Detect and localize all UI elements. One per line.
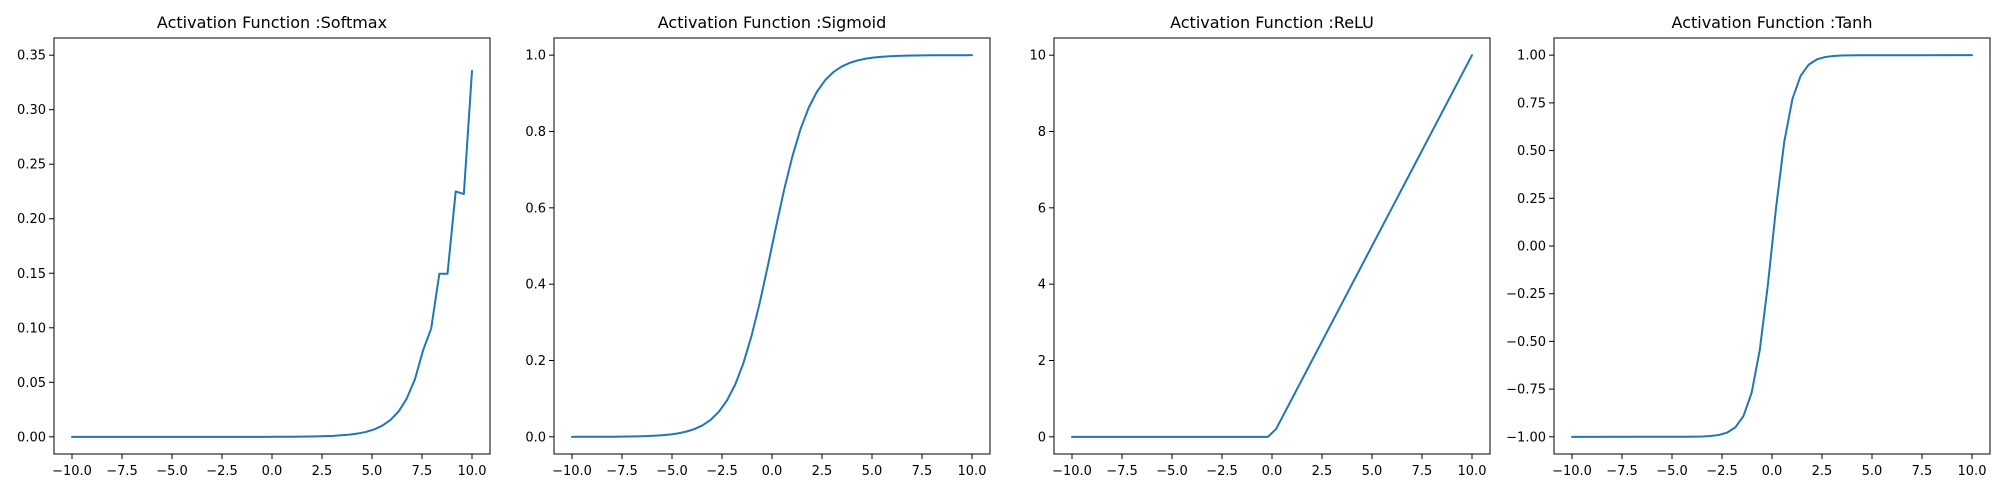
y-tick-label: 0.8 bbox=[525, 125, 546, 140]
x-tick-label: −2.5 bbox=[206, 464, 238, 479]
chart-panel-1: Activation Function :Sigmoid −10.0 −7.5 −5.… bbox=[525, 13, 991, 479]
y-tick-label: −0.25 bbox=[1506, 287, 1546, 302]
y-tick-label: 0.0 bbox=[525, 430, 546, 445]
x-tick-label: −10.0 bbox=[52, 464, 92, 479]
x-tick-label: 5.0 bbox=[362, 464, 383, 479]
x-tick-label: 0.0 bbox=[1762, 464, 1783, 479]
chart-panel-2: Activation Function :ReLU −10.0 −7.5 −5.0 −2… bbox=[1029, 13, 1491, 479]
x-tick-label: −10.0 bbox=[1052, 464, 1092, 479]
x-tick-label: 0.0 bbox=[262, 464, 283, 479]
x-tick-label: −10.0 bbox=[552, 464, 592, 479]
axes-frame bbox=[53, 37, 491, 455]
x-tick-label: 2.5 bbox=[1312, 464, 1333, 479]
x-tick-label: 2.5 bbox=[812, 464, 833, 479]
y-tick-label: 0.20 bbox=[17, 212, 46, 227]
x-tick-label: −7.5 bbox=[1106, 464, 1138, 479]
y-tick-label: 4 bbox=[1038, 278, 1046, 293]
x-tick-label: −5.0 bbox=[656, 464, 688, 479]
y-tick-label: 2 bbox=[1038, 354, 1046, 369]
x-tick-label: 5.0 bbox=[862, 464, 883, 479]
y-tick-label: 0.10 bbox=[17, 321, 46, 336]
chart-panel-3: Activation Function :Tanh −10.0 −7.5 −5.0 −2… bbox=[1506, 13, 1991, 479]
x-tick-label: 5.0 bbox=[1362, 464, 1383, 479]
chart-title: Activation Function :ReLU bbox=[1170, 13, 1374, 32]
y-tick-label: 0 bbox=[1038, 430, 1046, 445]
y-tick-label: 0.4 bbox=[525, 278, 546, 293]
y-tick-label: 0.15 bbox=[17, 267, 46, 282]
x-tick-label: 2.5 bbox=[312, 464, 333, 479]
y-tick-label: 0.2 bbox=[525, 354, 546, 369]
x-tick-label: 2.5 bbox=[1812, 464, 1833, 479]
y-tick-label: 0.25 bbox=[1517, 192, 1546, 207]
y-tick-label: 0.05 bbox=[17, 376, 46, 391]
y-tick-label: 0.25 bbox=[17, 158, 46, 173]
x-tick-label: 10.0 bbox=[958, 464, 987, 479]
x-tick-label: 10.0 bbox=[458, 464, 487, 479]
series-line bbox=[71, 69, 473, 438]
x-tick-label: 0.0 bbox=[1262, 464, 1283, 479]
series-line bbox=[1071, 54, 1473, 438]
y-tick-label: 0.00 bbox=[17, 430, 46, 445]
y-tick-label: −1.00 bbox=[1506, 430, 1546, 445]
x-tick-label: 5.0 bbox=[1862, 464, 1883, 479]
x-tick-label: −10.0 bbox=[1552, 464, 1592, 479]
x-tick-label: −7.5 bbox=[106, 464, 138, 479]
x-tick-label: −5.0 bbox=[1656, 464, 1688, 479]
x-tick-label: 10.0 bbox=[1958, 464, 1987, 479]
y-tick-label: 0.50 bbox=[1517, 144, 1546, 159]
x-tick-label: 10.0 bbox=[1458, 464, 1487, 479]
x-tick-label: 7.5 bbox=[412, 464, 433, 479]
x-tick-label: −5.0 bbox=[1156, 464, 1188, 479]
chart-title: Activation Function :Tanh bbox=[1672, 13, 1873, 32]
y-tick-label: 0.35 bbox=[17, 49, 46, 64]
x-tick-label: 7.5 bbox=[1412, 464, 1433, 479]
y-tick-label: 0.6 bbox=[525, 201, 546, 216]
chart-title: Activation Function :Softmax bbox=[157, 13, 387, 32]
series-line bbox=[1571, 54, 1973, 438]
axes-frame bbox=[1053, 37, 1491, 455]
y-tick-label: 0.75 bbox=[1517, 96, 1546, 111]
y-tick-label: 10 bbox=[1029, 49, 1046, 64]
x-tick-label: 0.0 bbox=[762, 464, 783, 479]
y-tick-label: −0.75 bbox=[1506, 383, 1546, 398]
y-tick-label: 0.00 bbox=[1517, 240, 1546, 255]
chart-title: Activation Function :Sigmoid bbox=[658, 13, 886, 32]
y-tick-label: 8 bbox=[1038, 125, 1046, 140]
y-tick-label: 0.30 bbox=[17, 103, 46, 118]
series-line bbox=[571, 54, 973, 438]
chart-panel-0: Activation Function :Softmax −10.0 −7.5 −5.… bbox=[17, 13, 491, 479]
x-tick-label: 7.5 bbox=[912, 464, 933, 479]
x-tick-label: 7.5 bbox=[1912, 464, 1933, 479]
y-tick-label: 1.0 bbox=[525, 49, 546, 64]
y-tick-label: −0.50 bbox=[1506, 335, 1546, 350]
y-tick-label: 6 bbox=[1038, 201, 1046, 216]
x-tick-label: −5.0 bbox=[156, 464, 188, 479]
x-tick-label: −7.5 bbox=[1606, 464, 1638, 479]
x-tick-label: −2.5 bbox=[1706, 464, 1738, 479]
y-tick-label: 1.00 bbox=[1517, 49, 1546, 64]
x-tick-label: −2.5 bbox=[1206, 464, 1238, 479]
x-tick-label: −2.5 bbox=[706, 464, 738, 479]
x-tick-label: −7.5 bbox=[606, 464, 638, 479]
